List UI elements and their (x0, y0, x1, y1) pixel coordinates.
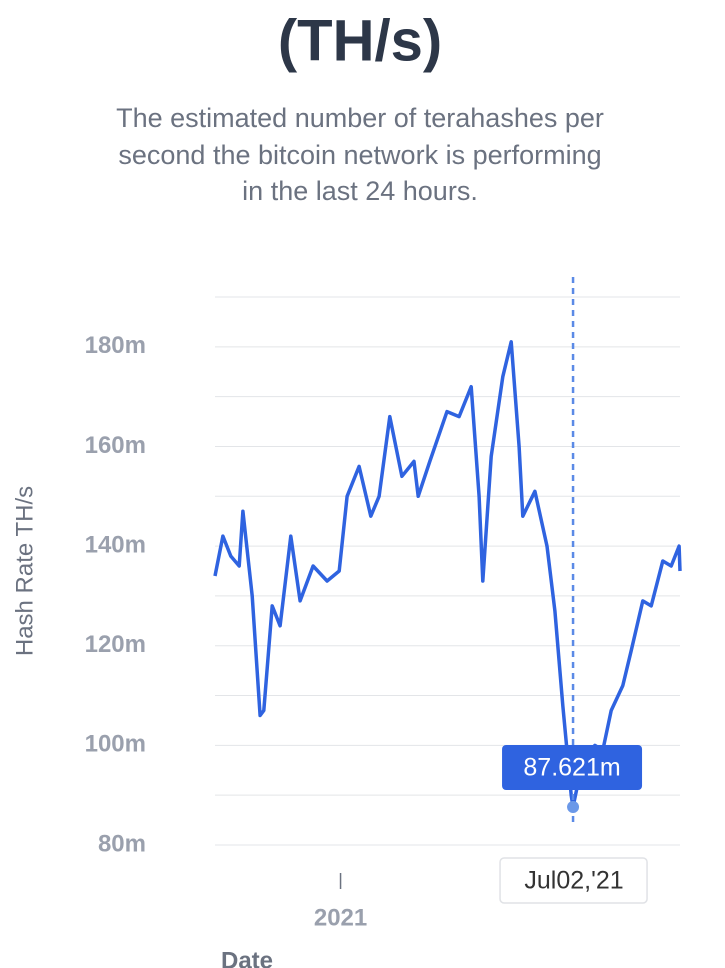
y-axis-title: Hash Rate TH/s (11, 486, 38, 656)
subtitle: in the last 24 hours. (242, 176, 478, 206)
highlight-point (567, 801, 580, 814)
date-label: Jul02,'21 (524, 867, 623, 895)
x-axis-title: Date (221, 947, 273, 968)
y-tick-label: 160m (85, 432, 146, 459)
x-tick-label: 2021 (314, 904, 367, 931)
date-box (499, 857, 648, 904)
y-tick-label: 120m (85, 631, 146, 658)
subtitle: The estimated number of terahashes per (116, 103, 604, 133)
y-tick-label: 140m (85, 531, 146, 558)
y-tick-label: 180m (85, 332, 146, 359)
y-tick-label: 100m (85, 731, 146, 758)
tooltip-box (502, 745, 643, 790)
subtitle: second the bitcoin network is performing (118, 140, 601, 170)
data-line (213, 340, 682, 809)
chart-title: (TH/s) (278, 8, 442, 73)
tooltip-label: 87.621m (523, 754, 620, 782)
y-tick-label: 80m (98, 830, 146, 857)
